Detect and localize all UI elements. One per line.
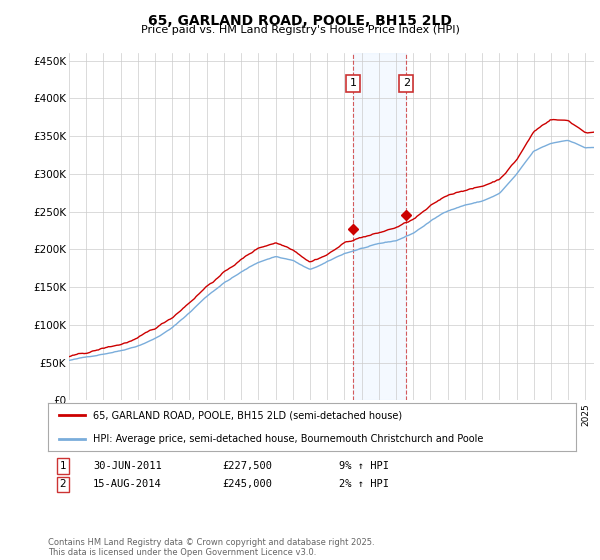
Text: 1: 1 bbox=[59, 461, 67, 471]
Bar bbox=[353, 53, 406, 400]
Text: 2: 2 bbox=[403, 78, 410, 88]
Text: HPI: Average price, semi-detached house, Bournemouth Christchurch and Poole: HPI: Average price, semi-detached house,… bbox=[93, 434, 483, 444]
Text: 9% ↑ HPI: 9% ↑ HPI bbox=[339, 461, 389, 471]
Text: 2: 2 bbox=[59, 479, 67, 489]
Text: 1: 1 bbox=[350, 78, 356, 88]
Text: 15-AUG-2014: 15-AUG-2014 bbox=[93, 479, 162, 489]
Text: £227,500: £227,500 bbox=[222, 461, 272, 471]
Text: £245,000: £245,000 bbox=[222, 479, 272, 489]
Text: 2% ↑ HPI: 2% ↑ HPI bbox=[339, 479, 389, 489]
Text: Price paid vs. HM Land Registry's House Price Index (HPI): Price paid vs. HM Land Registry's House … bbox=[140, 25, 460, 35]
Text: 65, GARLAND ROAD, POOLE, BH15 2LD: 65, GARLAND ROAD, POOLE, BH15 2LD bbox=[148, 14, 452, 28]
Text: 30-JUN-2011: 30-JUN-2011 bbox=[93, 461, 162, 471]
Text: 65, GARLAND ROAD, POOLE, BH15 2LD (semi-detached house): 65, GARLAND ROAD, POOLE, BH15 2LD (semi-… bbox=[93, 410, 402, 420]
Text: Contains HM Land Registry data © Crown copyright and database right 2025.
This d: Contains HM Land Registry data © Crown c… bbox=[48, 538, 374, 557]
